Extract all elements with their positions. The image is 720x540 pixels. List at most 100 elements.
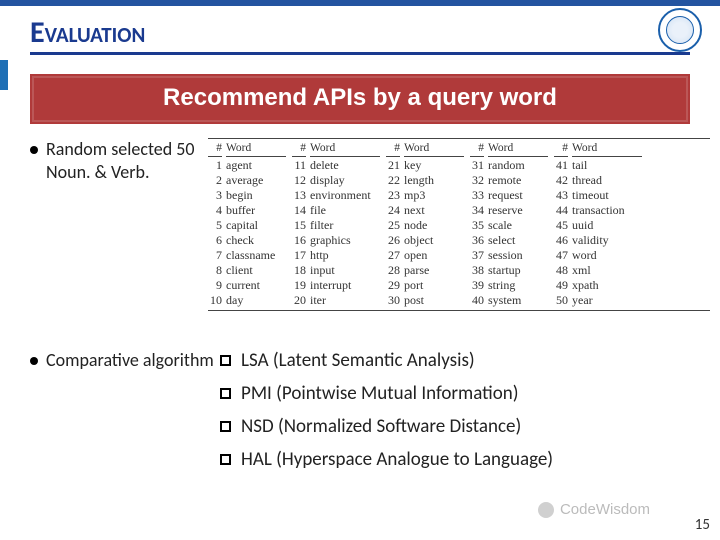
bullet-random-selected: Random selected 50 Noun. & Verb.: [20, 138, 208, 183]
cell-word: transaction: [572, 203, 642, 218]
cell-num: 45: [554, 218, 568, 233]
cell-word: begin: [226, 188, 286, 203]
cell-word: random: [488, 158, 548, 173]
cell-word: startup: [488, 263, 548, 278]
cell-word: agent: [226, 158, 286, 173]
cell-num: 3: [208, 188, 222, 203]
cell-num: 42: [554, 173, 568, 188]
logo-inner: [666, 16, 694, 44]
col-header: Word: [572, 141, 642, 157]
num-column: #11121314151617181920: [292, 141, 310, 308]
algorithm-label: LSA (Latent Semantic Analysis): [241, 349, 475, 372]
cell-word: input: [310, 263, 380, 278]
page-title: Evaluation: [30, 14, 145, 51]
word-column: Wordtailthreadtimeouttransactionuuidvali…: [572, 141, 642, 308]
cell-num: 4: [208, 203, 222, 218]
cell-num: 48: [554, 263, 568, 278]
cell-num: 2: [208, 173, 222, 188]
cell-word: http: [310, 248, 380, 263]
cell-num: 29: [386, 278, 400, 293]
cell-word: delete: [310, 158, 380, 173]
algorithm-label: HAL (Hyperspace Analogue to Language): [241, 448, 553, 471]
cell-num: 27: [386, 248, 400, 263]
cell-num: 41: [554, 158, 568, 173]
cell-word: reserve: [488, 203, 548, 218]
bullet-comparative: Comparative algorithm: [20, 349, 220, 372]
cell-word: thread: [572, 173, 642, 188]
cell-num: 1: [208, 158, 222, 173]
col-header: #: [292, 141, 306, 157]
cell-num: 14: [292, 203, 306, 218]
cell-num: 35: [470, 218, 484, 233]
algorithm-label: PMI (Pointwise Mutual Information): [241, 382, 519, 405]
col-header: #: [470, 141, 484, 157]
cell-num: 11: [292, 158, 306, 173]
algorithm-label: NSD (Normalized Software Distance): [241, 415, 521, 438]
watermark-icon: [538, 502, 554, 518]
cell-num: 39: [470, 278, 484, 293]
cell-word: iter: [310, 293, 380, 308]
algorithm-item: LSA (Latent Semantic Analysis): [220, 349, 710, 372]
cell-num: 21: [386, 158, 400, 173]
content-area: Random selected 50 Noun. & Verb. #123456…: [20, 138, 710, 481]
cell-num: 16: [292, 233, 306, 248]
cell-num: 8: [208, 263, 222, 278]
col-header: Word: [404, 141, 464, 157]
num-column: #31323334353637383940: [470, 141, 488, 308]
watermark: CodeWisdom: [538, 501, 650, 518]
cell-num: 7: [208, 248, 222, 263]
col-header: #: [208, 141, 222, 157]
cell-word: xml: [572, 263, 642, 278]
algorithm-item: NSD (Normalized Software Distance): [220, 415, 710, 438]
cell-num: 9: [208, 278, 222, 293]
cell-word: validity: [572, 233, 642, 248]
cell-word: select: [488, 233, 548, 248]
cell-num: 5: [208, 218, 222, 233]
cell-num: 47: [554, 248, 568, 263]
col-header: Word: [226, 141, 286, 157]
square-bullet-icon: [220, 421, 231, 432]
col-header: #: [386, 141, 400, 157]
cell-word: open: [404, 248, 464, 263]
cell-word: classname: [226, 248, 286, 263]
cell-word: uuid: [572, 218, 642, 233]
cell-word: parse: [404, 263, 464, 278]
section-banner: Recommend APIs by a query word: [30, 74, 690, 124]
cell-word: mp3: [404, 188, 464, 203]
cell-word: buffer: [226, 203, 286, 218]
word-column: Wordkeylengthmp3nextnodeobjectopenparsep…: [404, 141, 464, 308]
square-bullet-icon: [220, 355, 231, 366]
algorithm-list: LSA (Latent Semantic Analysis) PMI (Point…: [220, 349, 710, 481]
cell-word: current: [226, 278, 286, 293]
cell-num: 31: [470, 158, 484, 173]
cell-word: port: [404, 278, 464, 293]
word-group: #12345678910Wordagentaveragebeginbufferc…: [208, 141, 286, 308]
cell-num: 22: [386, 173, 400, 188]
bullet-text: Comparative algorithm: [46, 349, 214, 372]
cell-word: display: [310, 173, 380, 188]
watermark-text: CodeWisdom: [560, 501, 650, 518]
cell-num: 50: [554, 293, 568, 308]
cell-num: 36: [470, 233, 484, 248]
cell-num: 26: [386, 233, 400, 248]
cell-word: length: [404, 173, 464, 188]
cell-word: xpath: [572, 278, 642, 293]
cell-word: next: [404, 203, 464, 218]
cell-num: 6: [208, 233, 222, 248]
cell-word: environment: [310, 188, 380, 203]
col-header: Word: [488, 141, 548, 157]
cell-word: year: [572, 293, 642, 308]
cell-word: node: [404, 218, 464, 233]
cell-word: filter: [310, 218, 380, 233]
cell-num: 32: [470, 173, 484, 188]
cell-num: 43: [554, 188, 568, 203]
cell-num: 33: [470, 188, 484, 203]
cell-num: 34: [470, 203, 484, 218]
cell-word: tail: [572, 158, 642, 173]
word-group: #21222324252627282930Wordkeylengthmp3nex…: [386, 141, 464, 308]
top-strip: [0, 0, 720, 6]
word-column: Worddeletedisplayenvironmentfilefiltergr…: [310, 141, 380, 308]
cell-num: 30: [386, 293, 400, 308]
university-logo: [658, 8, 702, 52]
cell-word: file: [310, 203, 380, 218]
